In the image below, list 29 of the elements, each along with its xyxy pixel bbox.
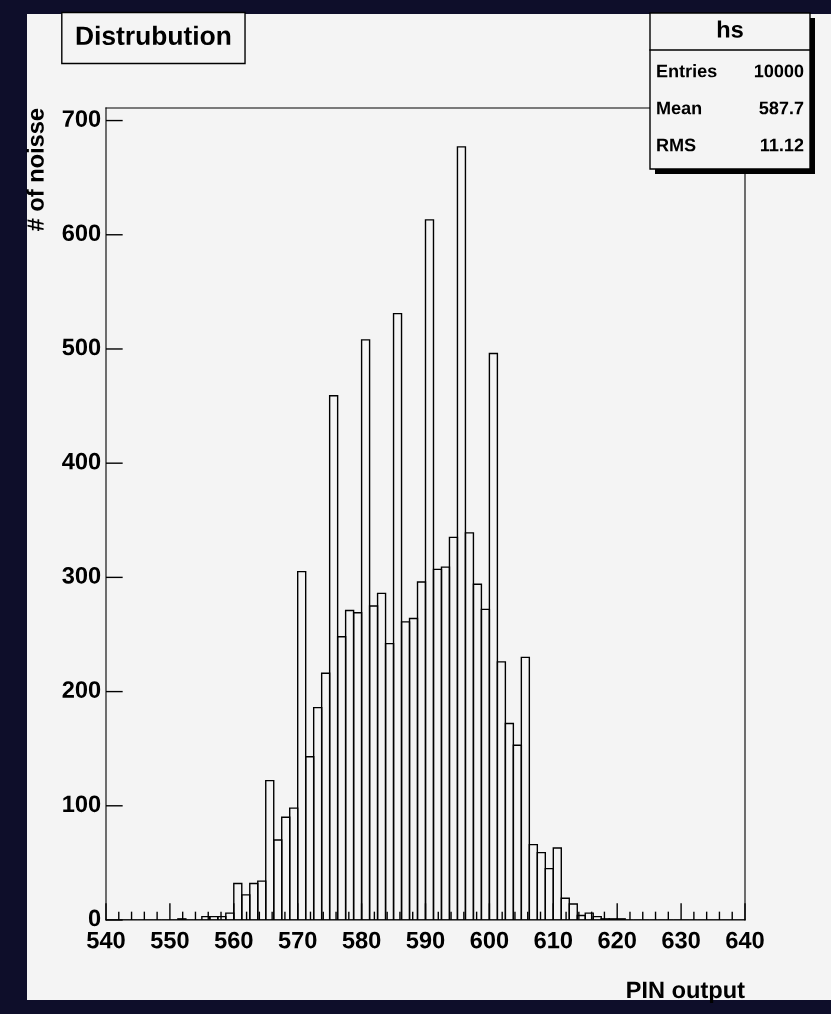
x-tick-label: 570 [278, 931, 317, 949]
y-tick-label: 0 [88, 909, 101, 927]
y-tick-label: 600 [62, 224, 101, 242]
x-tick-label: 540 [87, 931, 125, 949]
x-tick-label: 630 [662, 931, 700, 949]
y-tick-label: 200 [62, 681, 101, 698]
x-tick-label: 590 [406, 931, 445, 949]
y-tick-label: 400 [62, 452, 101, 470]
y-tick-label: 700 [62, 110, 101, 127]
x-tick-label: 640 [726, 931, 764, 949]
x-tick-label: 550 [150, 931, 189, 949]
text: Entries [657, 64, 717, 78]
chart-title: Distrubution [76, 25, 231, 46]
x-tick-label: 580 [342, 931, 381, 949]
annotation: Mean [657, 101, 702, 115]
text: hs [717, 20, 743, 38]
y-tick-label: 500 [62, 338, 101, 356]
y-tick-label: 300 [62, 567, 101, 584]
x-tick-label: 620 [598, 931, 636, 949]
y-tick-label: 100 [63, 795, 101, 813]
y-axis-title: # of noisse [26, 108, 44, 231]
x-tick-label: 560 [214, 931, 253, 949]
x-tick-label: 600 [470, 931, 509, 949]
text: 587.7 [759, 101, 804, 115]
annotation: RMS [657, 138, 696, 152]
text: 10000 [754, 64, 804, 78]
x-tick-label: 610 [534, 931, 573, 949]
text: 11.12 [760, 138, 804, 152]
x-axis-title: PIN output [627, 981, 745, 1003]
